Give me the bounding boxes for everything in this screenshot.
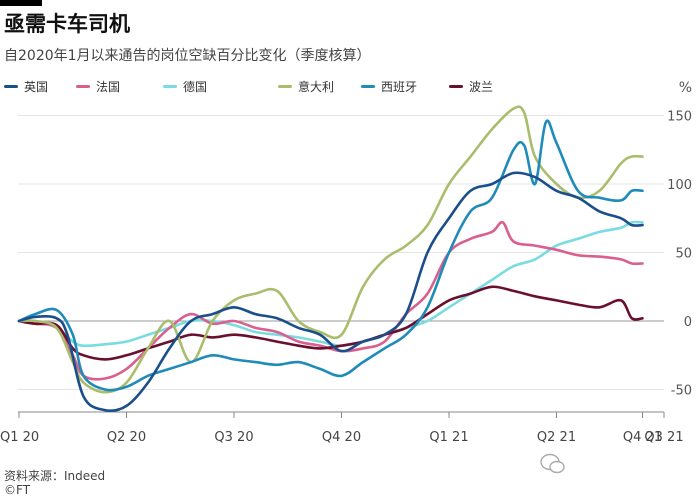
chart-title: 亟需卡车司机: [4, 12, 130, 36]
chart-subtitle: 自2020年1月以来通告的岗位空缺百分比变化（季度核算）: [4, 48, 371, 64]
legend-item-uk: 英国: [4, 78, 48, 95]
legend-item-france: 法国: [76, 78, 120, 95]
legend-label: 西班牙: [381, 80, 418, 94]
legend-label: 波兰: [469, 80, 494, 94]
y-tick-label: -50: [671, 384, 692, 399]
legend-swatch: [449, 85, 463, 88]
legend-item-italy: 意大利: [278, 78, 334, 95]
x-tick-label: Q1 20: [0, 430, 39, 445]
legend-item-germany: 德国: [163, 78, 207, 95]
x-tick-label: Q1 21: [429, 430, 468, 445]
series-line-1: [17, 220, 644, 381]
brand-top-bar: [0, 0, 42, 6]
legend-swatch: [4, 85, 18, 88]
legend-label: 法国: [96, 80, 121, 94]
legend-swatch: [278, 85, 292, 88]
legend-swatch: [163, 85, 177, 88]
legend-label: 德国: [183, 80, 208, 94]
x-tick-label: Q2 21: [537, 430, 576, 445]
chart-legend: 英国 法国 德国 意大利 西班牙 波兰: [0, 78, 700, 96]
ft-credit: ©FT: [4, 483, 31, 497]
x-tick-label: Q2 20: [107, 430, 146, 445]
legend-item-spain: 西班牙: [361, 78, 417, 95]
y-tick-label: 50: [675, 247, 692, 262]
series-line-3: [17, 105, 644, 394]
series-line-0: [17, 171, 644, 413]
x-tick-label: Q4 20: [322, 430, 361, 445]
legend-label: 意大利: [298, 80, 335, 94]
legend-label: 英国: [24, 80, 49, 94]
x-tick-label: Q3 20: [214, 430, 253, 445]
x-tick-label: Q4 21: [623, 430, 662, 445]
series-line-5: [17, 285, 644, 361]
y-tick-label: 100: [667, 178, 692, 193]
x-tick-label: Q3 21: [644, 430, 683, 445]
source-note: 资料来源：Indeed: [4, 469, 106, 483]
wechat-watermark-icon: [540, 453, 565, 474]
legend-item-poland: 波兰: [449, 78, 493, 95]
series-line-4: [17, 119, 644, 392]
y-unit-label: %: [679, 80, 692, 96]
series-line-2: [17, 220, 644, 348]
legend-swatch: [361, 85, 375, 88]
y-tick-label: 150: [667, 110, 692, 125]
y-tick-label: 0: [684, 315, 692, 330]
legend-swatch: [76, 85, 90, 88]
